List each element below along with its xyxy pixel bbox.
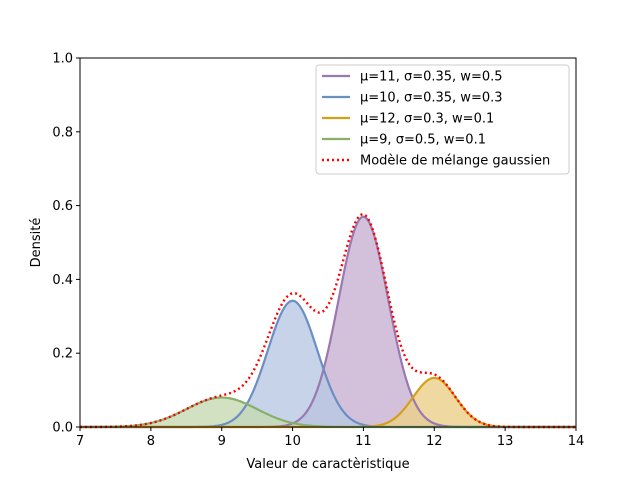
x-axis-ticks: 7 8 9 10 11 12 13 14 — [76, 427, 584, 449]
legend-label-3: μ=12, σ=0.3, w=0.1 — [360, 112, 494, 127]
mixture-curve-group — [80, 213, 576, 429]
x-tick-label-1: 8 — [147, 434, 155, 449]
x-tick-label-4: 11 — [355, 434, 372, 449]
component-fill-3 — [80, 377, 576, 427]
x-tick-label-0: 7 — [76, 434, 84, 449]
x-tick-label-7: 14 — [568, 434, 585, 449]
legend-label-2: μ=10, σ=0.35, w=0.3 — [360, 91, 503, 106]
y-tick-label-3: 0.6 — [52, 199, 73, 214]
legend-label-5: Modèle de mélange gaussien — [360, 154, 550, 169]
mixture-curve — [80, 213, 576, 429]
y-axis-ticks: 0.0 0.2 0.4 0.6 0.8 1.0 — [52, 52, 80, 436]
y-axis-label: Densité — [29, 218, 44, 268]
component-fills — [80, 216, 576, 427]
component-fill-4 — [80, 397, 576, 427]
x-tick-label-2: 9 — [218, 434, 226, 449]
y-tick-label-4: 0.8 — [52, 125, 73, 140]
y-tick-label-0: 0.0 — [52, 421, 73, 436]
y-tick-label-1: 0.2 — [52, 347, 73, 362]
legend-label-4: μ=9, σ=0.5, w=0.1 — [360, 133, 486, 148]
x-tick-label-6: 13 — [497, 434, 514, 449]
legend-label-1: μ=11, σ=0.35, w=0.5 — [360, 70, 503, 85]
x-tick-label-5: 12 — [426, 434, 443, 449]
x-tick-label-3: 10 — [284, 434, 301, 449]
x-axis-label: Valeur de caractèristique — [246, 457, 409, 472]
legend: μ=11, σ=0.35, w=0.5 μ=10, σ=0.35, w=0.3 μ=… — [315, 64, 570, 175]
plot-frame — [79, 57, 577, 428]
y-tick-label-5: 1.0 — [52, 52, 73, 67]
y-tick-label-2: 0.4 — [52, 273, 73, 288]
component-fill-2 — [80, 300, 576, 427]
legend-box — [315, 64, 570, 175]
